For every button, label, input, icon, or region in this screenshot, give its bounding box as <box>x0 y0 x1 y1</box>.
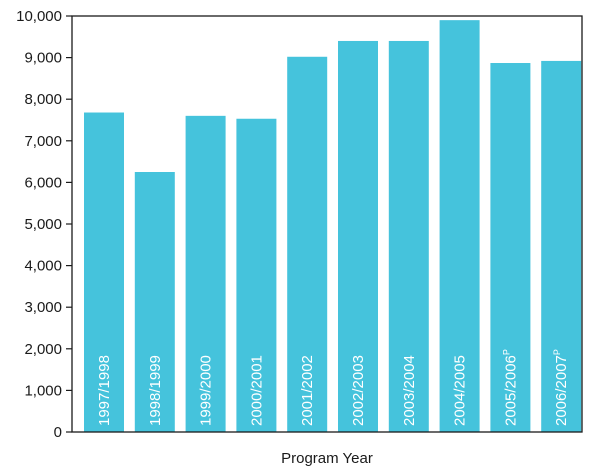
preliminary-superscript: P <box>501 349 511 355</box>
bar-category-label: 1998/1999 <box>147 355 164 426</box>
bar-category-label: 1997/1998 <box>96 355 113 426</box>
bar <box>134 172 175 432</box>
y-tick-label: 10,000 <box>16 8 62 25</box>
y-axis: 0 1,000 2,000 3,000 4,000 5,000 6,000 7,000 8,00… <box>16 8 72 441</box>
plot-frame <box>71 15 583 433</box>
y-tick-label: 8,000 <box>24 91 62 108</box>
y-tick-label: 9,000 <box>24 50 62 67</box>
bar-category-label: 2003/2004 <box>401 355 418 426</box>
bar-category-label: 2004/2005 <box>452 355 469 426</box>
preliminary-superscript: P <box>552 349 562 355</box>
bar <box>541 60 582 432</box>
bar <box>185 115 226 432</box>
y-tick-label: 0 <box>54 424 62 441</box>
y-tick-label: 5,000 <box>24 216 62 233</box>
y-tick-label: 6,000 <box>24 174 62 191</box>
x-axis-label: Program Year <box>281 450 373 467</box>
y-tick-label: 4,000 <box>24 258 62 275</box>
bar-category-label: 2001/2002 <box>299 355 316 426</box>
bar-category-label: 2006/2007P <box>552 349 570 426</box>
bar-category-label: 2005/2006P <box>501 349 519 426</box>
y-tick-label: 2,000 <box>24 341 62 358</box>
y-tick-label: 7,000 <box>24 133 62 150</box>
bar-category-label: 2002/2003 <box>350 355 367 426</box>
bar <box>236 118 277 432</box>
bar <box>338 40 378 433</box>
bar-group: 1997/1998 1998/1999 1999/2000 2000/2001 2001… <box>84 20 582 433</box>
bar-category-label: 2000/2001 <box>248 355 265 426</box>
bar <box>84 112 124 433</box>
bar <box>388 40 429 433</box>
bar <box>287 56 328 432</box>
bar-category-label: 1999/2000 <box>198 355 215 426</box>
bar <box>490 63 531 433</box>
bar <box>439 20 480 432</box>
y-tick-label: 1,000 <box>24 382 62 399</box>
y-tick-label: 3,000 <box>24 299 62 316</box>
